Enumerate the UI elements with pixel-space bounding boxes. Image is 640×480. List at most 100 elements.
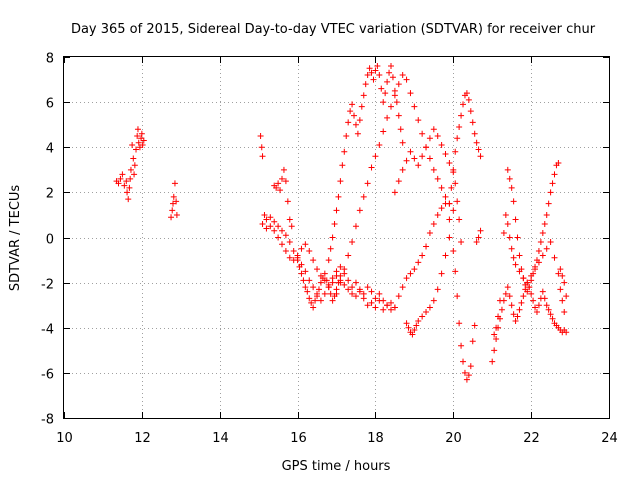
data-point [419, 130, 426, 137]
data-point [512, 216, 519, 223]
data-point [465, 372, 472, 379]
data-point [448, 184, 455, 191]
data-point [115, 180, 122, 187]
data-point [279, 175, 285, 182]
data-point [341, 281, 348, 288]
data-point [518, 299, 525, 306]
data-point [354, 130, 361, 137]
data-point [376, 72, 383, 79]
data-point [124, 189, 131, 196]
data-point [117, 175, 124, 182]
data-point [434, 175, 441, 182]
data-point [380, 306, 387, 313]
data-point [382, 90, 389, 97]
data-point [302, 268, 309, 275]
data-point [337, 279, 344, 286]
data-point [337, 178, 344, 185]
data-point [314, 293, 321, 300]
data-point [423, 308, 430, 315]
data-point [508, 302, 515, 309]
data-point [345, 277, 352, 284]
data-point [456, 320, 463, 327]
data-point [456, 216, 463, 223]
chart-title: Day 365 of 2015, Sidereal Day-to-day VTE… [71, 22, 596, 37]
x-axis-label: GPS time / hours [282, 459, 391, 474]
data-point [495, 313, 502, 320]
data-point [467, 363, 474, 370]
data-point [339, 162, 346, 169]
data-point [477, 153, 484, 160]
data-point [430, 297, 437, 304]
data-point [296, 263, 303, 270]
data-point [275, 180, 282, 187]
data-point [541, 295, 548, 302]
data-point [473, 239, 480, 246]
data-point [450, 248, 457, 255]
data-point [362, 81, 369, 88]
data-point [127, 166, 134, 173]
data-point [321, 290, 328, 297]
data-point [419, 313, 426, 320]
data-point [139, 141, 146, 148]
data-point [533, 308, 540, 315]
data-point [349, 239, 356, 246]
x-tick-label: 12 [134, 431, 151, 446]
data-point [438, 270, 445, 277]
data-point [411, 266, 418, 273]
data-point [345, 252, 352, 259]
data-point [512, 317, 519, 324]
data-point [446, 234, 453, 241]
axis-ticks [64, 57, 610, 419]
y-tick-label: -4 [41, 323, 54, 338]
data-point [395, 178, 402, 185]
data-point [502, 211, 509, 218]
y-tick-label: 0 [46, 233, 54, 248]
data-point [279, 227, 285, 234]
data-point [426, 229, 433, 236]
data-point [426, 155, 433, 162]
y-tick-label: 6 [46, 97, 54, 112]
data-point [469, 119, 476, 126]
data-point [407, 148, 414, 155]
data-point [411, 103, 418, 110]
data-point [545, 200, 552, 207]
data-point [467, 108, 474, 115]
data-point [314, 266, 321, 273]
data-point [380, 297, 387, 304]
data-point [508, 184, 515, 191]
data-point [333, 268, 340, 275]
data-point [543, 245, 550, 252]
data-point [125, 196, 132, 203]
data-point [356, 117, 363, 124]
data-point [475, 146, 482, 153]
data-point [282, 178, 289, 185]
data-point [446, 160, 453, 167]
data-point [491, 347, 498, 354]
data-point [411, 155, 418, 162]
data-point [364, 284, 371, 291]
data-point [397, 126, 404, 133]
data-point [510, 311, 517, 318]
data-point [169, 207, 176, 214]
x-tick-label: 18 [367, 431, 384, 446]
data-point [384, 114, 391, 121]
data-point [547, 311, 554, 318]
data-point [306, 248, 313, 255]
data-point [512, 261, 519, 268]
data-point [288, 223, 295, 230]
y-tick-label: -6 [41, 368, 54, 383]
data-point [545, 306, 552, 313]
data-point [530, 297, 537, 304]
data-point [364, 180, 371, 187]
data-point [452, 268, 459, 275]
data-point [286, 239, 293, 246]
data-point [372, 295, 379, 302]
data-point [347, 108, 354, 115]
data-point [526, 284, 533, 291]
y-tick-label: 8 [46, 52, 54, 67]
data-point [170, 193, 177, 200]
data-point [259, 153, 266, 160]
data-point [341, 266, 348, 273]
data-point [549, 180, 556, 187]
data-point [506, 234, 513, 241]
